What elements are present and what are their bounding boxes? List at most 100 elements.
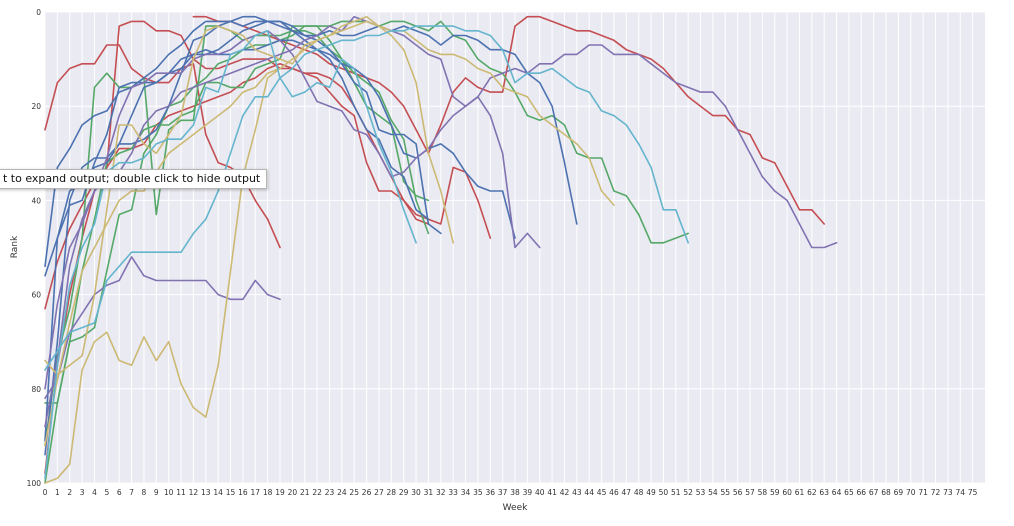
x-tick-label: 16 [238,488,248,497]
x-tick-label: 60 [782,488,792,497]
x-tick-label: 38 [510,488,520,497]
x-tick-label: 74 [955,488,965,497]
x-tick-label: 71 [918,488,928,497]
x-tick-label: 36 [485,488,495,497]
y-tick-label: 40 [31,196,41,205]
x-tick-label: 22 [312,488,322,497]
x-tick-label: 52 [683,488,693,497]
x-tick-label: 24 [337,488,347,497]
x-tick-label: 57 [745,488,755,497]
gridlines [44,11,985,484]
x-tick-label: 3 [80,488,85,497]
x-tick-label: 8 [142,488,147,497]
x-tick-label: 1 [55,488,60,497]
x-tick-label: 65 [844,488,854,497]
x-tick-label: 49 [646,488,656,497]
x-tick-label: 30 [411,488,421,497]
x-tick-label: 29 [399,488,409,497]
x-tick-label: 43 [572,488,582,497]
x-tick-label: 47 [622,488,632,497]
x-tick-label: 13 [201,488,211,497]
output-toggle-tooltip[interactable]: t to expand output; double click to hide… [0,169,268,189]
y-tick-labels: 0 20 40 60 80 100 [27,8,42,488]
x-tick-label: 69 [894,488,904,497]
x-tick-label: 70 [906,488,916,497]
x-tick-label: 27 [374,488,384,497]
x-tick-label: 4 [92,488,97,497]
x-tick-label: 26 [362,488,372,497]
x-tick-label: 51 [671,488,681,497]
x-tick-label: 39 [523,488,533,497]
x-tick-label: 48 [634,488,644,497]
x-tick-label: 59 [770,488,780,497]
x-tick-label: 41 [547,488,557,497]
x-tick-label: 14 [213,488,223,497]
series-line-13 [44,29,541,390]
series-line-17 [44,20,615,447]
x-tick-label: 63 [819,488,829,497]
y-tick-label: 80 [31,385,41,394]
x-tick-label: 32 [436,488,446,497]
x-tick-label: 2 [67,488,72,497]
x-tick-label: 18 [263,488,273,497]
x-tick-label: 17 [250,488,260,497]
x-tick-label: 23 [325,488,335,497]
x-tick-label: 42 [560,488,570,497]
x-tick-label: 28 [387,488,397,497]
x-tick-label: 15 [226,488,236,497]
x-tick-label: 67 [869,488,879,497]
x-tick-label: 40 [535,488,545,497]
x-tick-label: 72 [931,488,941,497]
series-line-15 [44,67,281,484]
series-line-19 [44,25,690,371]
x-tick-label: 50 [659,488,669,497]
x-tick-label: 9 [154,488,159,497]
x-tick-label: 45 [597,488,607,497]
x-tick-label: 44 [584,488,594,497]
y-tick-label: 0 [36,8,41,17]
series-line-9 [44,20,442,456]
x-tick-labels: 0 1 2 3 4 5 6 7 8 9 10 11 12 13 14 15 16 17 18 19 20 21 22 23 24… [43,488,978,497]
x-tick-label: 66 [857,488,867,497]
x-tick-label: 20 [288,488,298,497]
x-tick-label: 10 [164,488,174,497]
x-tick-label: 54 [708,488,718,497]
x-tick-label: 68 [881,488,891,497]
x-tick-label: 33 [448,488,458,497]
series-line-4 [192,15,826,225]
x-tick-label: 58 [758,488,768,497]
x-tick-label: 6 [117,488,122,497]
x-tick-label: 35 [473,488,483,497]
series-line-12 [44,256,281,400]
y-tick-label: 100 [27,479,42,488]
x-tick-label: 64 [832,488,842,497]
series-line-3 [44,62,492,310]
x-tick-label: 75 [968,488,978,497]
x-tick-label: 55 [720,488,730,497]
x-tick-label: 7 [129,488,134,497]
x-tick-label: 21 [300,488,310,497]
x-tick-label: 19 [275,488,285,497]
x-tick-label: 25 [349,488,359,497]
series-line-8 [44,15,430,442]
x-tick-label: 62 [807,488,817,497]
x-tick-label: 31 [424,488,434,497]
x-tick-label: 53 [696,488,706,497]
series-line-14 [44,15,838,428]
x-tick-label: 34 [461,488,471,497]
y-axis-label: Rank [10,235,20,258]
x-tick-label: 0 [43,488,48,497]
x-axis-label: Week [503,503,528,513]
y-tick-label: 60 [31,291,41,300]
x-tick-label: 11 [176,488,186,497]
x-tick-label: 56 [733,488,743,497]
series-lines [44,15,838,484]
x-tick-label: 37 [498,488,508,497]
x-tick-label: 61 [795,488,805,497]
x-tick-label: 5 [104,488,109,497]
x-tick-label: 73 [943,488,953,497]
x-tick-label: 12 [189,488,199,497]
x-tick-label: 46 [609,488,619,497]
y-tick-label: 20 [31,102,41,111]
